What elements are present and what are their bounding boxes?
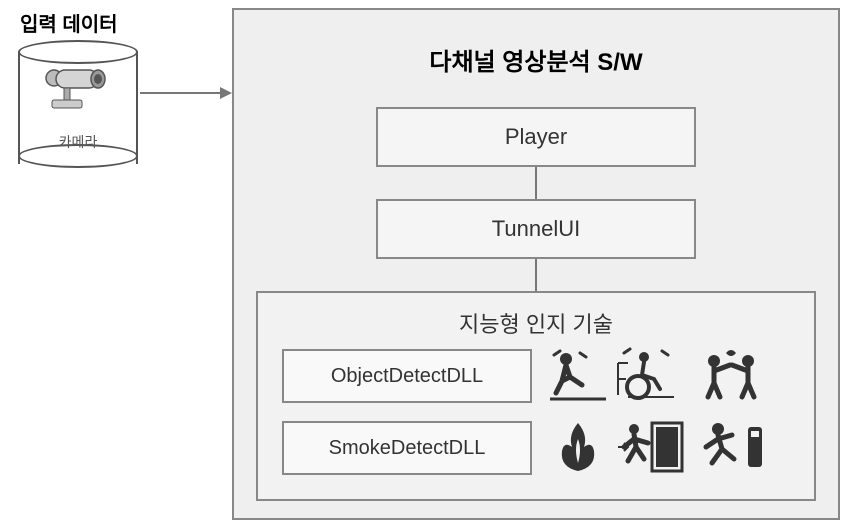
- camera-label: 카메라: [59, 132, 98, 152]
- flame-icon: [548, 419, 610, 480]
- wheelchair-fall-icon: [614, 347, 688, 408]
- people-help-icon: [692, 347, 770, 408]
- icon-row-2: [548, 419, 770, 480]
- dll-group: ObjectDetectDLL SmokeDetectDLL: [282, 349, 532, 493]
- icon-row-1: [548, 347, 770, 408]
- tunnel-ui-module: TunnelUI: [376, 199, 696, 259]
- falling-person-icon: [548, 347, 610, 408]
- input-arrow: [140, 92, 230, 94]
- emergency-exit-icon: [614, 419, 688, 480]
- tech-container: 지능형 인지 기술 ObjectDetectDLL SmokeDetectDLL: [256, 291, 816, 501]
- connector-1: [535, 167, 537, 199]
- input-data-label: 입력 데이터: [20, 8, 118, 37]
- cylinder-top: [18, 40, 138, 64]
- running-person-icon: [692, 419, 770, 480]
- smoke-detect-dll: SmokeDetectDLL: [282, 421, 532, 475]
- main-container: 다채널 영상분석 S/W Player TunnelUI 지능형 인지 기술 O…: [232, 8, 840, 520]
- connector-2: [535, 259, 537, 291]
- tech-title: 지능형 인지 기술: [258, 293, 814, 339]
- camera-icon: [42, 64, 114, 119]
- camera-cylinder: 카메라: [18, 40, 138, 168]
- player-module: Player: [376, 107, 696, 167]
- object-detect-dll: ObjectDetectDLL: [282, 349, 532, 403]
- main-title: 다채널 영상분석 S/W: [234, 42, 838, 77]
